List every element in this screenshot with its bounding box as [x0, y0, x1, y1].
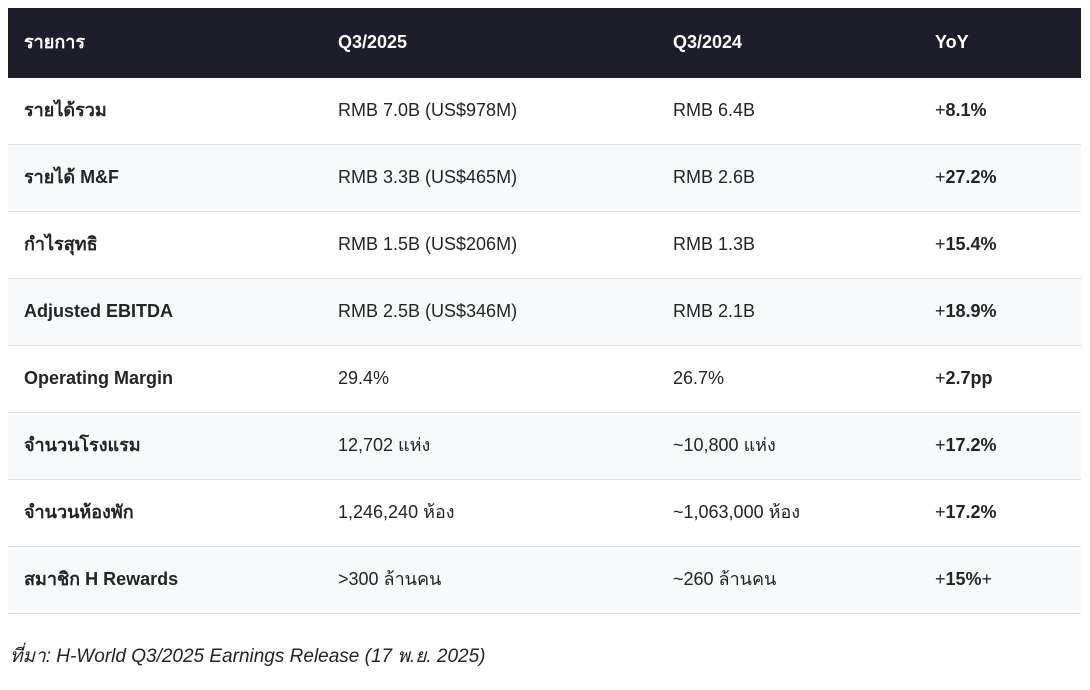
q3-2024-value: RMB 6.4B — [657, 78, 919, 145]
row-metric-label: รายได้รวม — [8, 78, 322, 145]
yoy-number: 17.2% — [945, 435, 997, 455]
column-header-yoy: YoY — [919, 8, 1081, 78]
table-row: Operating Margin 29.4% 26.7% +2.7pp — [8, 345, 1081, 413]
yoy-cell: +2.7pp — [919, 345, 1081, 413]
q3-2024-value: 26.7% — [657, 345, 919, 413]
row-metric-label: สมาชิก H Rewards — [8, 546, 322, 614]
table-row: จำนวนโรงแรม 12,702 แห่ง ~10,800 แห่ง +17… — [8, 412, 1081, 480]
q3-2025-value: >300 ล้านคน — [322, 546, 657, 614]
row-metric-label: Adjusted EBITDA — [8, 278, 322, 346]
yoy-prefix: + — [935, 368, 946, 388]
yoy-cell: +8.1% — [919, 78, 1081, 145]
row-metric-label: รายได้ M&F — [8, 144, 322, 212]
table-row: รายได้รวม RMB 7.0B (US$978M) RMB 6.4B +8… — [8, 78, 1081, 145]
table-header-row: รายการ Q3/2025 Q3/2024 YoY — [8, 8, 1081, 78]
q3-2025-value: RMB 2.5B (US$346M) — [322, 278, 657, 346]
yoy-number: 27.2% — [945, 167, 997, 187]
yoy-prefix: + — [935, 100, 946, 120]
q3-2024-value: ~10,800 แห่ง — [657, 412, 919, 480]
yoy-prefix: + — [935, 435, 946, 455]
yoy-cell: +17.2% — [919, 412, 1081, 480]
q3-2024-value: ~1,063,000 ห้อง — [657, 479, 919, 547]
row-metric-label: จำนวนห้องพัก — [8, 479, 322, 547]
q3-2024-value: RMB 2.6B — [657, 144, 919, 212]
q3-2025-value: 12,702 แห่ง — [322, 412, 657, 480]
yoy-prefix: + — [935, 569, 946, 589]
yoy-number: 8.1% — [945, 100, 987, 120]
q3-2025-value: RMB 1.5B (US$206M) — [322, 211, 657, 279]
yoy-cell: +18.9% — [919, 278, 1081, 346]
yoy-number: 15.4% — [945, 234, 997, 254]
table-row: รายได้ M&F RMB 3.3B (US$465M) RMB 2.6B +… — [8, 144, 1081, 212]
q3-2025-value: RMB 7.0B (US$978M) — [322, 78, 657, 145]
table-body: รายได้รวม RMB 7.0B (US$978M) RMB 6.4B +8… — [8, 78, 1081, 614]
yoy-suffix: + — [981, 569, 993, 589]
financial-summary-table: รายการ Q3/2025 Q3/2024 YoY รายได้รวม RMB… — [8, 8, 1081, 614]
column-header-q3-2024: Q3/2024 — [657, 8, 919, 78]
yoy-prefix: + — [935, 502, 946, 522]
q3-2024-value: RMB 2.1B — [657, 278, 919, 346]
source-note: ที่มา: H-World Q3/2025 Earnings Release … — [10, 646, 486, 667]
yoy-number: 15% — [945, 569, 982, 589]
q3-2024-value: RMB 1.3B — [657, 211, 919, 279]
yoy-cell: +27.2% — [919, 144, 1081, 212]
column-header-q3-2025: Q3/2025 — [322, 8, 657, 78]
table-row: สมาชิก H Rewards >300 ล้านคน ~260 ล้านคน… — [8, 546, 1081, 614]
yoy-number: 2.7pp — [945, 368, 993, 388]
table-row: Adjusted EBITDA RMB 2.5B (US$346M) RMB 2… — [8, 278, 1081, 346]
row-metric-label: จำนวนโรงแรม — [8, 412, 322, 480]
q3-2025-value: 29.4% — [322, 345, 657, 413]
yoy-prefix: + — [935, 234, 946, 254]
yoy-prefix: + — [935, 301, 946, 321]
yoy-number: 18.9% — [945, 301, 997, 321]
yoy-prefix: + — [935, 167, 946, 187]
yoy-cell: +15%+ — [919, 546, 1081, 614]
yoy-cell: +17.2% — [919, 479, 1081, 547]
q3-2025-value: RMB 3.3B (US$465M) — [322, 144, 657, 212]
column-header-item: รายการ — [8, 8, 322, 78]
table-row: จำนวนห้องพัก 1,246,240 ห้อง ~1,063,000 ห… — [8, 479, 1081, 547]
table-row: กำไรสุทธิ RMB 1.5B (US$206M) RMB 1.3B +1… — [8, 211, 1081, 279]
q3-2024-value: ~260 ล้านคน — [657, 546, 919, 614]
yoy-number: 17.2% — [945, 502, 997, 522]
row-metric-label: กำไรสุทธิ — [8, 211, 322, 279]
yoy-cell: +15.4% — [919, 211, 1081, 279]
q3-2025-value: 1,246,240 ห้อง — [322, 479, 657, 547]
row-metric-label: Operating Margin — [8, 345, 322, 413]
